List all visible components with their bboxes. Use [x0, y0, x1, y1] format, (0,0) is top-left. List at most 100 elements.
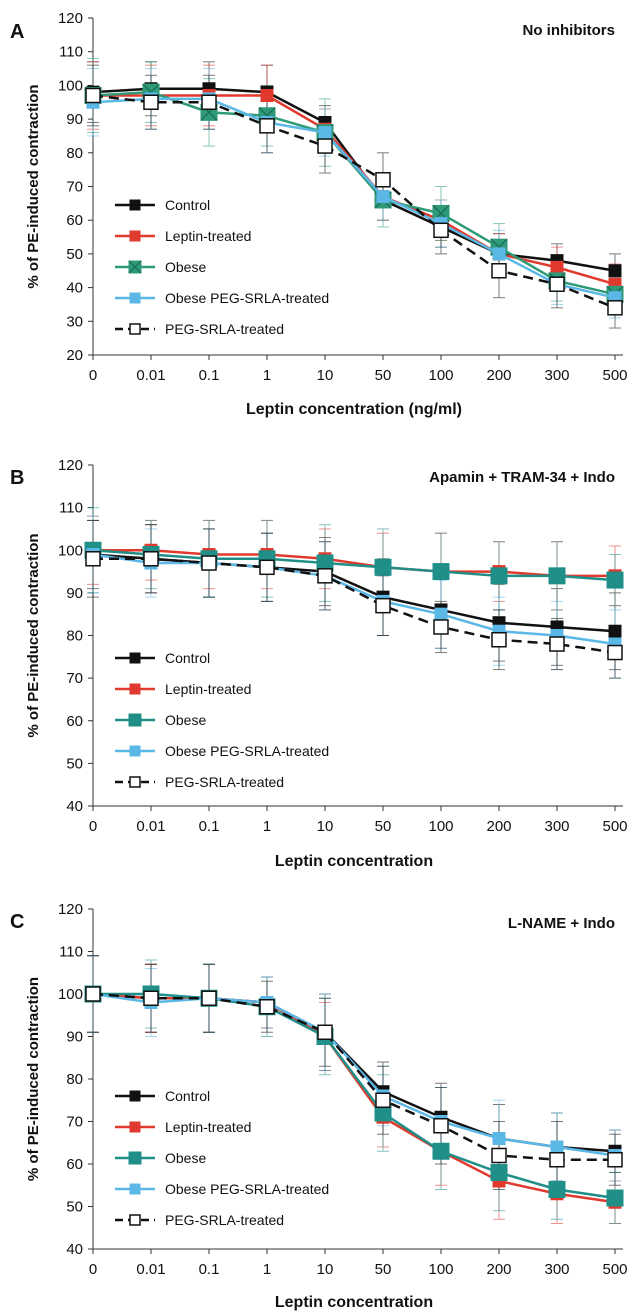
data-point — [318, 126, 332, 140]
legend-marker — [129, 776, 141, 788]
data-point — [490, 1164, 508, 1181]
legend-item-leptin-treated: Leptin-treated — [115, 681, 251, 697]
panel-title: L-NAME + Indo — [508, 915, 615, 932]
legend-marker — [129, 1214, 141, 1226]
y-axis-label: % of PE-induced contraction — [25, 533, 42, 737]
data-point — [548, 567, 566, 585]
data-point — [550, 1140, 564, 1154]
y-tick-label: 50 — [66, 1199, 83, 1216]
legend-label: Control — [165, 1088, 210, 1104]
legend: Control Leptin-treated Obese Obese PEG-SRLA… — [115, 1088, 329, 1228]
y-tick-label: 110 — [59, 944, 83, 961]
legend-label: Obese — [165, 712, 206, 728]
x-tick-label: 100 — [428, 818, 453, 835]
legend-item-obese: Obese — [115, 1150, 206, 1166]
legend: Control Leptin-treated Obese Obese PEG-SRLA… — [115, 197, 329, 337]
legend-label: Leptin-treated — [165, 681, 251, 697]
y-tick-label: 70 — [66, 670, 83, 687]
legend-label: Obese PEG-SRLA-treated — [165, 743, 329, 759]
data-point — [259, 999, 275, 1015]
x-axis-label: Leptin concentration (ng/ml) — [246, 401, 462, 418]
x-tick-label: 200 — [486, 367, 511, 384]
data-point — [550, 260, 564, 274]
legend-label: Control — [165, 650, 210, 666]
data-point — [606, 571, 624, 589]
series-peg-srla-treated — [85, 551, 623, 661]
y-tick-label: 80 — [66, 145, 83, 162]
x-tick-label: 50 — [375, 367, 392, 384]
x-tick-label: 10 — [317, 818, 334, 835]
data-point — [85, 986, 101, 1002]
legend-label: Control — [165, 197, 210, 213]
data-point — [433, 1118, 449, 1134]
series-line — [92, 97, 616, 299]
y-tick-label: 30 — [66, 313, 83, 330]
legend-label: PEG-SRLA-treated — [165, 321, 284, 337]
data-point — [433, 222, 449, 239]
y-tick-label: 60 — [66, 1156, 83, 1173]
series-line — [92, 992, 616, 1157]
data-point — [143, 94, 159, 110]
legend-item-peg-srla-treated: PEG-SRLA-treated — [115, 321, 284, 337]
x-tick-label: 0.1 — [199, 818, 220, 835]
x-tick-label: 100 — [428, 1261, 453, 1278]
legend-marker — [128, 1151, 142, 1165]
y-tick-label: 40 — [66, 1241, 83, 1258]
data-point — [317, 138, 333, 154]
data-point — [317, 568, 333, 584]
legend-item-leptin-treated: Leptin-treated — [115, 228, 251, 244]
legend-item-obese: Obese — [115, 712, 206, 728]
x-tick-label: 1 — [263, 818, 271, 835]
x-tick-label: 50 — [375, 818, 392, 835]
x-tick-label: 1 — [263, 367, 271, 384]
y-tick-label: 90 — [66, 1029, 83, 1046]
error-bars-control — [87, 519, 621, 671]
y-tick-label: 20 — [66, 347, 83, 364]
legend-item-control: Control — [115, 197, 210, 213]
data-point — [491, 263, 507, 279]
data-point — [143, 990, 159, 1006]
legend-marker — [129, 292, 141, 304]
x-tick-label: 200 — [486, 1261, 511, 1278]
data-point — [259, 559, 275, 576]
legend-item-obese-peg-srla-treated: Obese PEG-SRLA-treated — [115, 290, 329, 306]
series-line — [93, 94, 616, 286]
legend-label: Obese PEG-SRLA-treated — [165, 290, 329, 306]
x-axis-label: Leptin concentration — [275, 853, 433, 870]
data-point — [143, 551, 159, 567]
x-tick-label: 10 — [317, 1261, 334, 1278]
legend-label: Obese — [165, 1150, 206, 1166]
y-tick-label: 80 — [66, 1071, 83, 1088]
x-tick-label: 0 — [89, 1261, 97, 1278]
data-point — [492, 247, 506, 261]
data-point — [608, 264, 622, 278]
data-point — [548, 1181, 566, 1198]
legend-label: Leptin-treated — [165, 1119, 251, 1135]
legend: Control Leptin-treated Obese Obese PEG-SRLA… — [115, 650, 329, 790]
error-bars-obese-peg-srla-treated — [87, 955, 621, 1182]
y-tick-label: 50 — [66, 755, 83, 772]
error-bars-control — [87, 955, 621, 1182]
data-point — [201, 990, 217, 1006]
y-tick-label: 80 — [66, 628, 83, 645]
y-tick-label: 40 — [66, 280, 83, 297]
y-tick-label: 100 — [58, 986, 83, 1003]
legend-marker — [129, 323, 141, 335]
data-point — [260, 89, 274, 103]
series-line — [93, 992, 616, 1200]
x-tick-label: 10 — [317, 367, 334, 384]
legend-label: Obese — [165, 259, 206, 275]
y-tick-label: 120 — [58, 457, 83, 474]
legend-item-obese-peg-srla-treated: Obese PEG-SRLA-treated — [115, 1181, 329, 1197]
x-tick-label: 300 — [544, 818, 569, 835]
x-tick-label: 500 — [602, 818, 627, 835]
data-point — [374, 558, 392, 576]
data-point — [201, 94, 217, 110]
data-point — [490, 567, 508, 585]
y-tick-label: 60 — [66, 212, 83, 229]
y-tick-label: 60 — [66, 713, 83, 730]
panel-label: B — [10, 467, 24, 489]
x-axis-label: Leptin concentration — [275, 1294, 433, 1311]
x-tick-label: 0.01 — [136, 367, 165, 384]
data-point — [492, 1132, 506, 1145]
